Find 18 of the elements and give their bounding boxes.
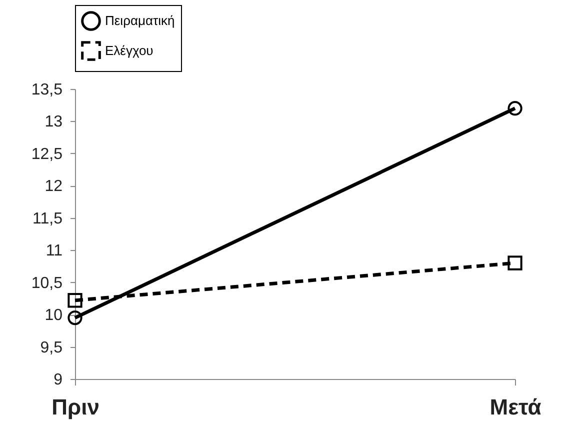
point bbox=[508, 256, 522, 270]
y-tick-label: 10 bbox=[44, 307, 63, 324]
y-tick-label: 11 bbox=[46, 242, 63, 260]
x-tick-label: Πριν bbox=[52, 394, 100, 420]
point bbox=[68, 310, 82, 326]
y-tick-label: 10,5 bbox=[31, 274, 63, 292]
legend-label: Πειραματική bbox=[105, 13, 175, 28]
point bbox=[68, 293, 82, 308]
y-tick-label: 13,5 bbox=[31, 82, 63, 98]
x-tick-label: Μετά bbox=[490, 394, 542, 420]
y-tick-label: 13 bbox=[44, 114, 63, 131]
y-tick-label: 11,5 bbox=[32, 210, 63, 228]
y-tick-label: 9 bbox=[54, 372, 63, 388]
point bbox=[508, 101, 522, 116]
y-tick-label: 12,5 bbox=[31, 146, 63, 163]
y-tick-label: 9,5 bbox=[40, 339, 63, 356]
legend-label: Ελέγχου bbox=[105, 43, 154, 58]
y-tick-label: 12 bbox=[44, 178, 63, 196]
